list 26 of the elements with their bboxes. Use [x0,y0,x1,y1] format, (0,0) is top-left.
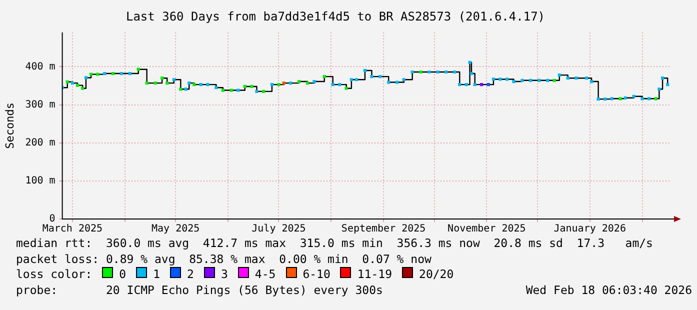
y-tick-label: 0 [49,214,56,225]
text: Wed Feb 18 06:03:40 2026 [526,282,692,298]
chart-title: Last 360 Days from ba7dd3e1f4d5 to BR AS28573 (201.6.4.17) [126,9,546,24]
legend-label: 3 [220,267,228,282]
text: packet loss: 0.89 % avg 85.38 % max 0.00 % min 0.07 % now [16,252,432,267]
x-tick-label: May 2025 [152,224,200,235]
legend-label: 11-19 [357,267,392,282]
y-tick-label: 200 m [25,137,56,148]
y-tick-label: 100 m [25,176,56,187]
y-tick-label: 400 m [25,61,56,72]
legend-label: 4-5 [254,267,276,282]
x-tick-label: July 2025 [252,224,306,235]
text: median rtt: 360.0 ms avg 412.7 ms max 315.0 ms min 356.3 ms now 20.8 ms sd 17.3 am/s [16,236,654,252]
x-tick-label: January 2026 [554,224,626,235]
x-tick-label: September 2025 [341,224,426,235]
legend-label: 2 [187,267,194,282]
y-tick-label: 300 m [25,99,56,110]
x-tick-label: March 2025 [42,224,103,235]
x-tick-label: November 2025 [448,224,526,235]
y-axis-title: Seconds [3,102,16,149]
legend-title: loss color: [16,267,92,282]
legend-label: 1 [153,267,160,282]
text: probe: 20 ICMP Echo Pings (56 Bytes) every 300s [16,282,383,298]
legend-label: 20/20 [419,267,454,282]
legend-label: 6-10 [302,267,330,282]
legend-label: 0 [119,267,126,282]
